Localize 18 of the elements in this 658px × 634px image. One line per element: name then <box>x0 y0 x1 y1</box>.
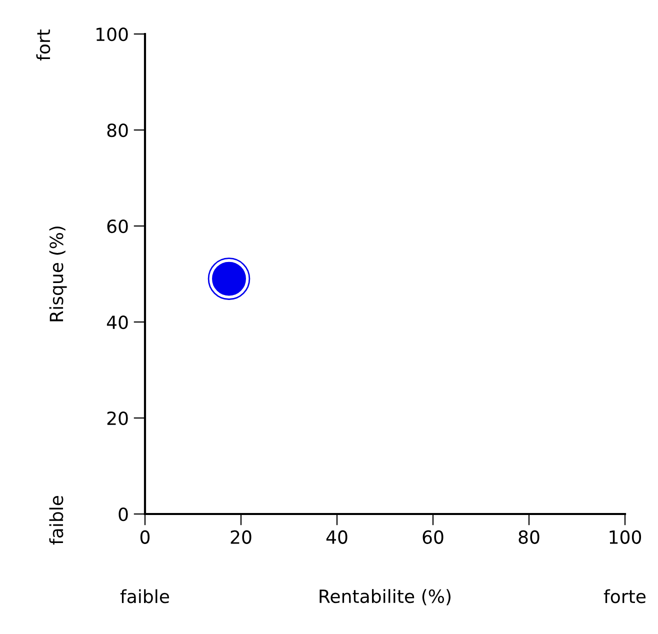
y-axis-title: Risque (%) <box>49 226 67 322</box>
y-tick-label: 0 <box>118 507 128 522</box>
x-tick-label: 100 <box>610 530 642 544</box>
text: fort <box>36 29 50 61</box>
text: faible <box>49 496 64 545</box>
y-tick-label: 40 <box>106 315 128 330</box>
x-tick-label: 60 <box>422 530 444 544</box>
x-tick-label: 0 <box>140 530 150 544</box>
text: forte <box>604 589 646 604</box>
y-tick-label: 100 <box>96 27 128 42</box>
x-tick-label: 80 <box>518 530 540 544</box>
y-tick-label: 80 <box>107 123 128 138</box>
y-tick-label: 20 <box>107 411 128 426</box>
x-axis-title: Rentabilite (%) <box>320 589 451 606</box>
text: faible <box>120 589 170 604</box>
y-tick-label: 60 <box>107 219 128 234</box>
x-tick-label: 40 <box>326 530 348 544</box>
x-tick-label: 20 <box>230 530 252 544</box>
